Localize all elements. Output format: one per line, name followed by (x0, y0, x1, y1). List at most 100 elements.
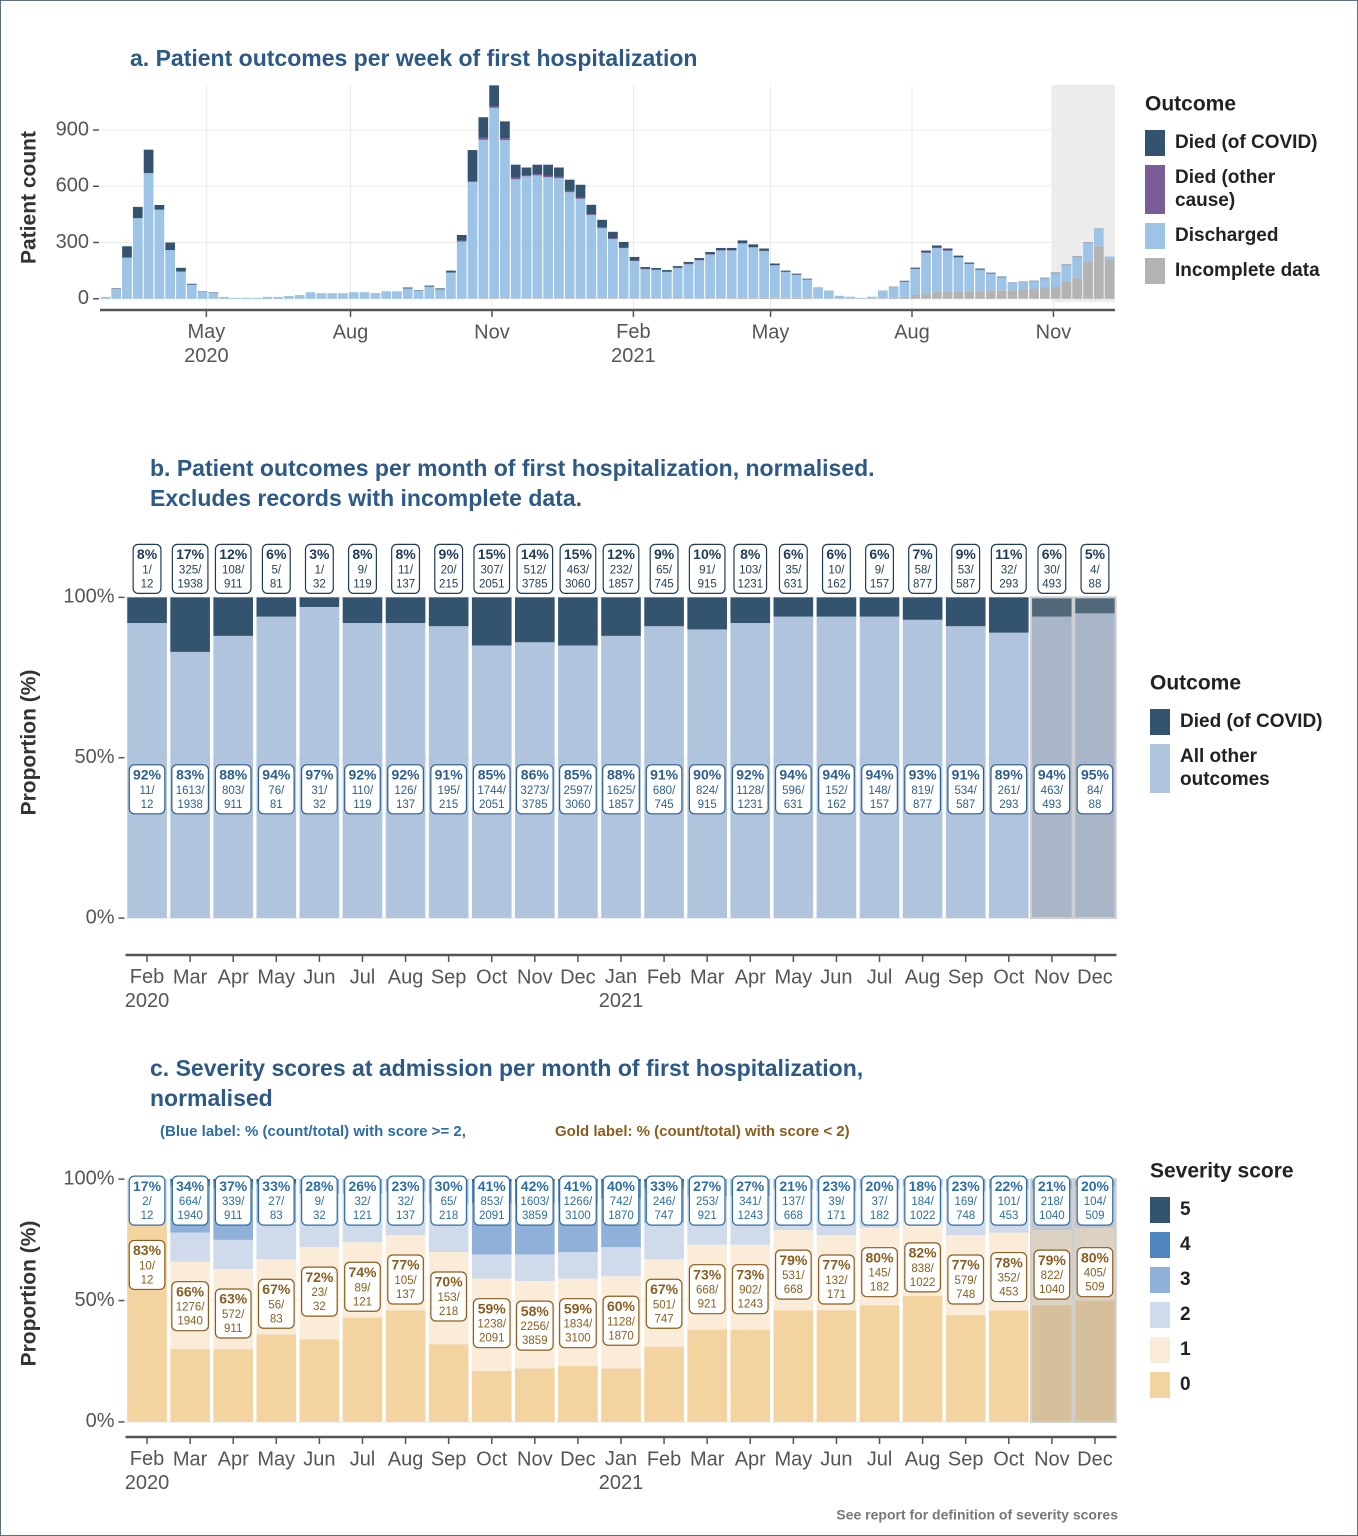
low-score-label-box (731, 1264, 769, 1315)
x-tick-label: May (257, 1448, 295, 1470)
high-score-label: 17% 2/12 (128, 1175, 166, 1226)
high-score-label-box (1033, 1175, 1071, 1226)
bar-segment (500, 140, 510, 299)
bar-segment (515, 597, 555, 643)
died-label: 12% 108/911 (214, 543, 252, 594)
bar-segment (985, 290, 996, 299)
other-label-percent: 92% (736, 767, 765, 783)
bar-segment (471, 1370, 512, 1422)
bar-segment (543, 177, 553, 299)
other-label-percent: 94% (866, 767, 895, 783)
low-score-label-percent: 74% (348, 1264, 377, 1280)
died-label-percent: 9% (956, 546, 977, 562)
high-score-label-count: 339/ (222, 1196, 245, 1208)
low-score-label: 79% 822/1040 (1033, 1249, 1071, 1300)
bar-segment (945, 1315, 986, 1422)
other-label-box (947, 764, 985, 815)
high-score-label-total: 668 (784, 1210, 803, 1222)
high-score-label-count: 104/ (1084, 1196, 1107, 1208)
other-label-count: 1128/ (736, 785, 765, 797)
died-label-count: 30/ (1044, 564, 1061, 576)
bar-segment (392, 291, 402, 299)
bar-segment (1050, 273, 1061, 288)
incomplete-overlay (1073, 596, 1117, 920)
died-label-box (688, 543, 726, 594)
died-label-count: 9/ (358, 564, 368, 576)
low-score-label-total: 453 (999, 1287, 1018, 1299)
bar-segment (543, 298, 553, 299)
died-label: 12% 232/1857 (602, 543, 640, 594)
other-label-percent: 83% (176, 767, 205, 783)
died-label-box (132, 543, 162, 594)
x-tick-label: Nov (517, 1448, 553, 1470)
bar-segment (726, 298, 737, 299)
low-score-label-total: 668 (784, 1284, 803, 1296)
bar-segment (111, 289, 122, 299)
x-tick-label: May (752, 321, 790, 343)
y-tick-label: 0% (86, 1410, 115, 1432)
bar-segment (132, 218, 143, 299)
died-label-percent: 9% (654, 546, 675, 562)
bar-segment (964, 262, 975, 264)
x-tick-label: Mar (173, 966, 208, 988)
other-label-total: 137 (396, 799, 415, 811)
bar-segment (975, 291, 985, 299)
bar-segment (921, 250, 931, 253)
other-label-count: 2597/ (564, 785, 594, 797)
high-score-label-total: 1870 (608, 1210, 634, 1222)
died-label-total: 2051 (479, 578, 505, 590)
bar-segment (662, 271, 672, 299)
died-label-box (391, 543, 421, 594)
bar-segment (618, 247, 629, 249)
low-score-label-total: 83 (270, 1313, 283, 1325)
other-label-count: 1744/ (477, 785, 507, 797)
high-score-label-total: 121 (353, 1210, 372, 1222)
high-score-label-count: 246/ (653, 1196, 676, 1208)
high-score-label-count: 1603/ (520, 1196, 550, 1208)
low-score-label-count: 405/ (1084, 1268, 1107, 1280)
bar-segment (942, 248, 953, 251)
died-label: 10% 91/915 (688, 543, 726, 594)
bar-segment (597, 227, 607, 229)
bar-segment (219, 296, 230, 299)
bar-segment (500, 298, 510, 299)
died-label-box (821, 543, 851, 594)
died-label-total: 587 (956, 578, 975, 590)
low-score-label-percent: 60% (607, 1298, 636, 1314)
died-label-count: 32/ (1001, 564, 1018, 576)
died-label-percent: 15% (478, 546, 507, 562)
low-score-label-count: 132/ (825, 1275, 848, 1287)
high-score-label-count: 169/ (955, 1196, 978, 1208)
legend-label: Discharged (1175, 225, 1278, 246)
bar-segment (780, 297, 791, 299)
bar-segment (435, 288, 445, 290)
low-score-label-box (688, 1264, 726, 1315)
bar-segment (1061, 281, 1072, 299)
bar-segment (597, 228, 607, 299)
bar-segment (489, 106, 499, 108)
died-label: 8% 11/137 (391, 543, 421, 594)
low-score-label-box (818, 1254, 855, 1305)
low-score-label: 70% 153/218 (430, 1271, 468, 1322)
bar-segment (500, 138, 510, 141)
low-score-label-percent: 67% (650, 1281, 679, 1297)
died-label-count: 91/ (699, 564, 716, 576)
low-score-label-percent: 73% (693, 1266, 722, 1282)
bar-segment (564, 298, 575, 299)
died-label-box (304, 543, 334, 594)
low-score-label-count: 822/ (1041, 1270, 1064, 1282)
other-label-total: 88 (1089, 799, 1102, 811)
bar-segment (256, 1334, 297, 1422)
low-score-label-box (645, 1278, 683, 1329)
other-label-total: 215 (439, 799, 458, 811)
high-score-label-box (515, 1175, 554, 1226)
legend-swatch (1145, 165, 1165, 214)
bar-segment (748, 247, 759, 298)
low-score-label: 74% 89/121 (344, 1261, 381, 1312)
bar-segment (521, 298, 532, 299)
bar-segment (597, 298, 607, 299)
bar-segment (446, 270, 456, 273)
bar-segment (143, 173, 154, 299)
bar-segment (186, 284, 197, 299)
high-score-label-percent: 30% (435, 1178, 464, 1194)
